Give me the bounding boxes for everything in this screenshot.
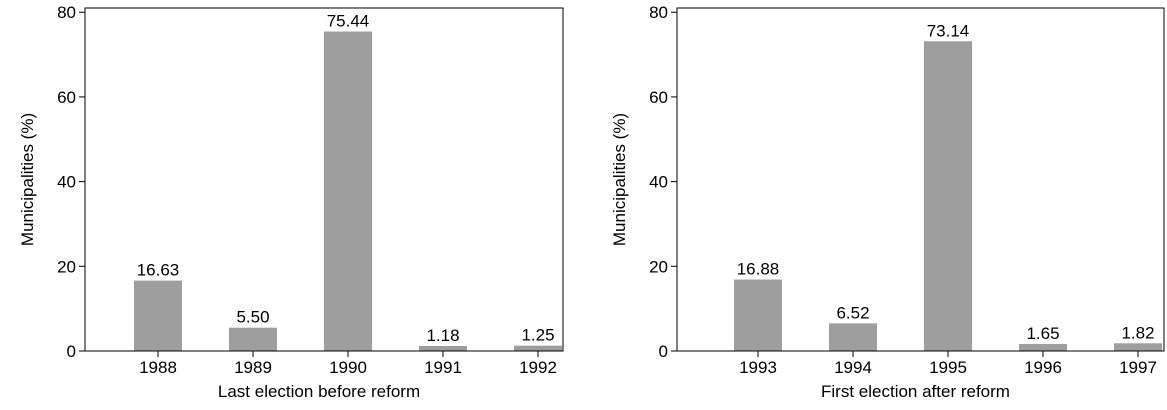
panel-2-bar-1996 [1019,344,1067,351]
panel-2-data-label-1994: 6.52 [836,303,869,322]
panel-2-y-axis-title: Municipalities (%) [610,113,629,246]
panel-1-data-label-1989: 5.50 [236,308,269,327]
panel-1-bar-1992 [514,345,562,351]
panel-1-data-label-1991: 1.18 [426,326,459,345]
panel-2-bar-1993 [734,279,782,351]
panel-2-plot-frame [676,7,1165,352]
panel-2-y-tick-label-60: 60 [649,88,668,107]
panel-1-x-tick-label-1990: 1990 [329,358,367,377]
panel-1-data-label-1990: 75.44 [327,12,370,31]
panel-1-data-label-1992: 1.25 [521,326,554,345]
panel-2-data-label-1993: 16.88 [737,260,780,279]
panel-1-y-tick-label-0: 0 [67,342,76,361]
panel-1-x-tick-label-1988: 1988 [139,358,177,377]
panel-2-y-tick-label-0: 0 [659,342,668,361]
panel-1-y-tick-label-80: 80 [57,3,76,22]
panel-2-x-tick-label-1997: 1997 [1119,358,1157,377]
panel-1-data-label-1988: 16.63 [137,261,180,280]
panel-2-x-axis-title: First election after reform [821,382,1010,401]
panel-2-x-tick-label-1993: 1993 [739,358,777,377]
panel-2-y-tick-label-20: 20 [649,257,668,276]
panel-2-bar-1997 [1114,343,1162,351]
panel-2-y-tick-label-40: 40 [649,173,668,192]
panel-2-data-label-1996: 1.65 [1026,324,1059,343]
panel-2-bar-1994 [829,323,877,351]
panel-2-data-label-1995: 73.14 [927,21,970,40]
panel-1-y-axis-title: Municipalities (%) [18,113,37,246]
panel-2-bar-1995 [924,41,972,352]
panel-1-x-axis-title: Last election before reform [218,382,420,401]
panel-2-x-tick-label-1994: 1994 [834,358,872,377]
panel-1-bar-1990 [324,31,372,352]
panel-1-bar-1991 [419,346,467,351]
panel-1-y-tick-label-20: 20 [57,257,76,276]
panel-1-bar-1988 [134,280,182,351]
panel-1-y-tick-label-40: 40 [57,173,76,192]
panel-1-plot-frame [84,7,564,352]
panel-2-y-tick-label-80: 80 [649,3,668,22]
panel-1-x-tick-label-1992: 1992 [519,358,557,377]
panel-1-y-tick-label-60: 60 [57,88,76,107]
panel-1-x-tick-label-1989: 1989 [234,358,272,377]
panel-2-x-tick-label-1995: 1995 [929,358,967,377]
panel-2-x-tick-label-1996: 1996 [1024,358,1062,377]
panel-1-x-tick-label-1991: 1991 [424,358,462,377]
panel-2-data-label-1997: 1.82 [1121,323,1154,342]
panel-1-bar-1989 [229,327,277,351]
